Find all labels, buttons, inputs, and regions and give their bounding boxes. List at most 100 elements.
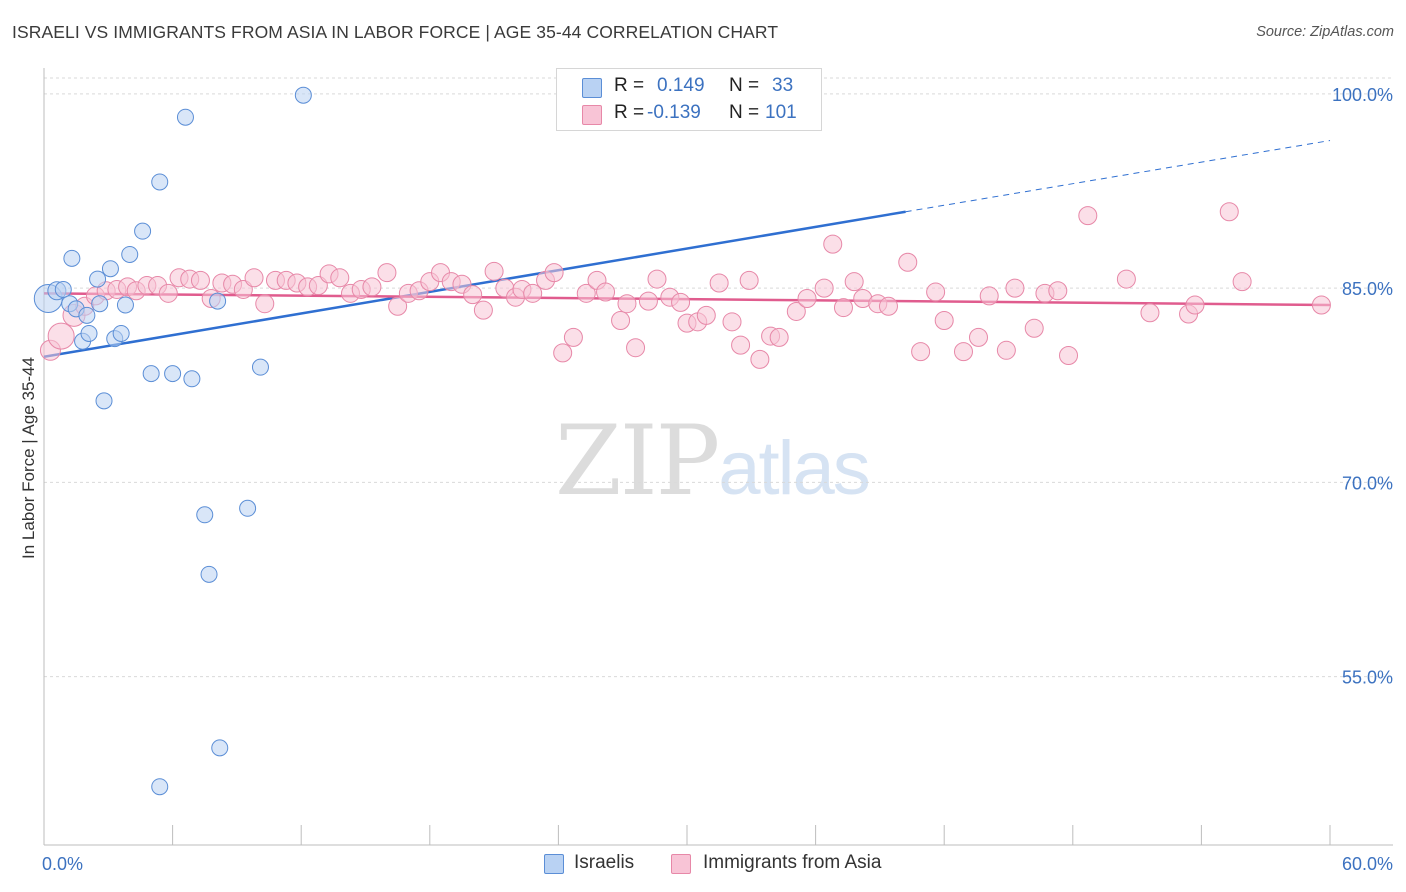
chart-title: ISRAELI VS IMMIGRANTS FROM ASIA IN LABOR… (12, 22, 779, 42)
asia-point (878, 296, 898, 316)
israelis-point (134, 222, 152, 240)
legend-swatch-asia (582, 105, 602, 125)
asia-point (926, 282, 946, 302)
israelis-point (80, 324, 98, 342)
asia-point (544, 263, 564, 283)
asia-point (979, 286, 999, 306)
watermark-atlas: atlas (718, 426, 871, 511)
asia-point (953, 342, 973, 362)
israelis-point (200, 565, 218, 583)
correlation-legend: R = 0.149 N = 33 R = -0.139 N = 101 (556, 68, 822, 131)
asia-point (769, 327, 789, 347)
asia-point (611, 311, 631, 331)
asia-point (463, 285, 483, 305)
asia-point (362, 277, 382, 297)
axes (43, 68, 1393, 846)
asia-point (1078, 206, 1098, 226)
asia-point (47, 322, 75, 350)
asia-point (1005, 278, 1025, 298)
asia-point (911, 342, 931, 362)
legend-r-label: R = (614, 75, 645, 96)
asia-point (844, 272, 864, 292)
asia-point (388, 296, 408, 316)
israelis-point (196, 506, 214, 524)
asia-point (1311, 295, 1331, 315)
y-tick-label: 70.0% (1342, 473, 1393, 493)
asia-point (786, 301, 806, 321)
asia-point (1048, 281, 1068, 301)
asia-point (1140, 303, 1160, 323)
asia-point (190, 270, 210, 290)
y-tick-label: 55.0% (1342, 668, 1393, 688)
asia-point (797, 289, 817, 309)
tick-labels: 100.0% 85.0% 70.0% 55.0% 0.0% 60.0% (42, 85, 1393, 874)
source-credit: Source: ZipAtlas.com (1256, 24, 1394, 40)
asia-point (377, 263, 397, 283)
asia-point (722, 312, 742, 332)
x-tick-label: 0.0% (42, 854, 83, 874)
asia-point (934, 311, 954, 331)
legend-n-value: 33 (772, 75, 794, 96)
israelis-point (164, 365, 182, 383)
israelis-point (151, 778, 169, 796)
bottom-legend-label-asia: Immigrants from Asia (703, 852, 882, 873)
israelis-point (116, 296, 134, 314)
israelis-point (251, 358, 269, 376)
asia-point (750, 349, 770, 369)
israelis-point (121, 245, 139, 263)
israelis-point (91, 295, 109, 313)
asia-point (330, 268, 350, 288)
legend-swatch-israelis (582, 78, 602, 98)
legend-r-label: R = (614, 102, 645, 123)
watermark-zip: ZIP (555, 405, 720, 517)
israelis-point (209, 292, 227, 310)
asia-point (647, 269, 667, 289)
y-tick-label: 85.0% (1342, 279, 1393, 299)
asia-point (1232, 272, 1252, 292)
asia-point (671, 292, 691, 312)
bottom-legend-label-israelis: Israelis (574, 852, 635, 873)
asia-point (833, 298, 853, 318)
asia-point (638, 291, 658, 311)
israelis-point (89, 270, 107, 288)
israelis-point (239, 499, 257, 517)
israelis-point (54, 280, 72, 298)
legend-n-value: 101 (765, 102, 797, 123)
israelis-point (176, 108, 194, 126)
israelis-point (101, 260, 119, 278)
legend-n-label: N = (729, 75, 760, 96)
asia-point (523, 283, 543, 303)
israelis-point (294, 86, 312, 104)
asia-point (996, 340, 1016, 360)
asia-point (709, 273, 729, 293)
asia-point (1116, 269, 1136, 289)
asia-point (1219, 202, 1239, 222)
bottom-legend-swatch-israelis (544, 854, 564, 874)
asia-point (696, 305, 716, 325)
asia-point (731, 335, 751, 355)
israelis-point (211, 739, 229, 757)
asia-point (596, 282, 616, 302)
israelis-point (78, 306, 96, 324)
israelis-trend-extension (905, 140, 1331, 213)
asia-point (1185, 295, 1205, 315)
asia-point (739, 270, 759, 290)
legend-r-value: 0.149 (657, 75, 705, 96)
watermark: ZIPatlas (555, 405, 871, 517)
asia-point (968, 327, 988, 347)
data-points (33, 85, 1331, 796)
bottom-legend-swatch-asia (671, 854, 691, 874)
asia-point (473, 300, 493, 320)
asia-point (823, 234, 843, 254)
asia-point (898, 252, 918, 272)
asia-point (563, 327, 583, 347)
asia-point (244, 268, 264, 288)
asia-point (484, 261, 504, 281)
x-tick-label: 60.0% (1342, 854, 1393, 874)
israelis-point (151, 173, 169, 191)
y-axis-label: In Labor Force | Age 35-44 (19, 357, 38, 559)
asia-point (626, 338, 646, 358)
asia-point (1024, 318, 1044, 338)
legend-row-israelis: R = 0.149 N = 33 (557, 73, 821, 101)
